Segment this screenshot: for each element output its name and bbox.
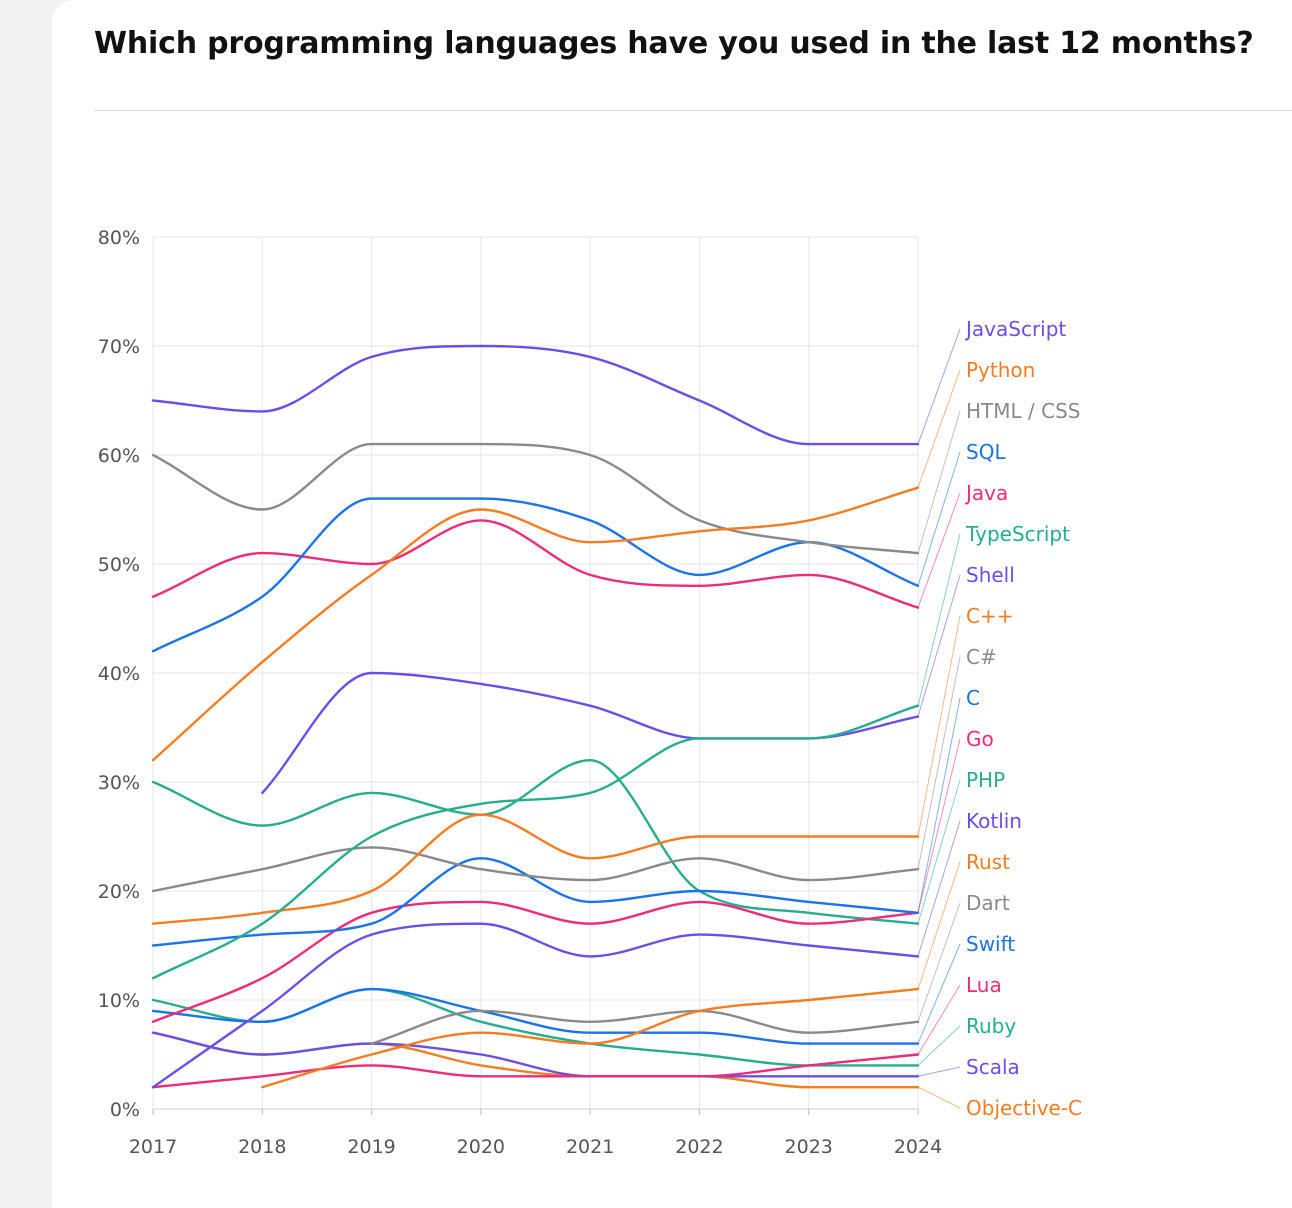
legend-connector — [917, 574, 961, 717]
legend-label-lua: Lua — [966, 973, 1002, 997]
y-tick-label: 50% — [98, 554, 140, 576]
legend-connector — [917, 943, 961, 1044]
legend-label-php: PHP — [966, 768, 1005, 792]
legend-connector — [917, 492, 961, 608]
legend-label-c: C++ — [966, 604, 1013, 628]
legend-label-go: Go — [966, 727, 994, 751]
series-lines — [151, 344, 920, 1089]
x-tick-label: 2024 — [894, 1136, 942, 1158]
y-tick-label: 70% — [98, 336, 140, 358]
legend-label-kotlin: Kotlin — [966, 809, 1022, 833]
y-tick-label: 0% — [110, 1099, 140, 1121]
legend-connector — [917, 410, 961, 554]
legend-label-ruby: Ruby — [966, 1014, 1016, 1038]
y-tick-label: 80% — [98, 227, 140, 249]
legend-connector — [917, 451, 961, 586]
legend-label-c: C — [966, 686, 980, 710]
legend-connector — [917, 820, 961, 957]
legend-connector — [917, 656, 961, 870]
series-line-lua — [151, 1053, 920, 1089]
y-tick-label: 60% — [98, 445, 140, 467]
legend-label-scala: Scala — [966, 1055, 1020, 1079]
x-tick-label: 2020 — [457, 1136, 505, 1158]
x-tick-label: 2021 — [566, 1136, 614, 1158]
page-title: Which programming languages have you use… — [94, 26, 1254, 61]
legend-connector — [917, 328, 961, 445]
legend-connectors — [917, 328, 961, 1109]
legend-label-typescript: TypeScript — [965, 522, 1070, 546]
y-tick-label: 40% — [98, 663, 140, 685]
legend-connector — [917, 861, 961, 990]
x-tick-label: 2022 — [675, 1136, 723, 1158]
legend-label-swift: Swift — [966, 932, 1015, 956]
legend-label-javascript: JavaScript — [964, 317, 1066, 341]
series-line-scala — [151, 1031, 920, 1078]
legend-label-html-css: HTML / CSS — [966, 399, 1080, 423]
y-tick-label: 30% — [98, 772, 140, 794]
series-line-java — [151, 519, 920, 609]
series-line-rust — [261, 987, 920, 1089]
series-line-go — [151, 900, 920, 1023]
chart-card: Which programming languages have you use… — [52, 0, 1292, 1208]
legend-connector — [917, 615, 961, 837]
legend-label-dart: Dart — [966, 891, 1010, 915]
legend-label-java: Java — [964, 481, 1008, 505]
legend-connector — [917, 1086, 961, 1109]
x-tick-label: 2019 — [347, 1136, 395, 1158]
y-tick-label: 20% — [98, 881, 140, 903]
series-line-sql — [151, 497, 920, 653]
series-line-typescript — [151, 704, 920, 980]
y-tick-label: 10% — [98, 990, 140, 1012]
series-line-javascript — [151, 344, 920, 446]
legend-connector — [917, 1025, 961, 1066]
series-line-dart — [370, 1009, 920, 1045]
x-tick-label: 2018 — [238, 1136, 286, 1158]
legend-connector — [917, 369, 961, 488]
axes: 0% 10% 20% 30% 40% 50% 60% 70% 80% 2017 2018 2019 20… — [98, 227, 942, 1158]
series-line-html-css — [151, 442, 920, 555]
series-line-swift — [151, 987, 920, 1045]
legend-label-sql: SQL — [966, 440, 1006, 464]
x-tick-label: 2023 — [785, 1136, 833, 1158]
legend-connector — [917, 902, 961, 1022]
title-divider — [94, 110, 1292, 111]
legend-label-c: C# — [966, 645, 997, 669]
x-tick-label: 2017 — [129, 1136, 177, 1158]
legend-connector — [917, 697, 961, 913]
series-line-php — [151, 759, 920, 925]
legend-label-python: Python — [966, 358, 1035, 382]
legend-label-rust: Rust — [966, 850, 1010, 874]
legend-connector — [917, 738, 961, 913]
legend-connector — [917, 1066, 961, 1077]
series-line-c — [151, 846, 920, 893]
series-line-objective-c — [151, 1031, 920, 1089]
legend-connector — [917, 779, 961, 924]
legend-label-shell: Shell — [966, 563, 1015, 587]
grid-lines — [152, 236, 919, 1109]
series-line-c — [151, 857, 920, 947]
series-line-python — [151, 486, 920, 762]
legend-label-objective-c: Objective-C — [966, 1096, 1082, 1120]
legend-connector — [917, 533, 961, 706]
series-line-kotlin — [151, 922, 920, 1089]
legend: JavaScript Python HTML / CSS SQL Java TypeScr… — [964, 317, 1082, 1120]
legend-connector — [917, 984, 961, 1055]
